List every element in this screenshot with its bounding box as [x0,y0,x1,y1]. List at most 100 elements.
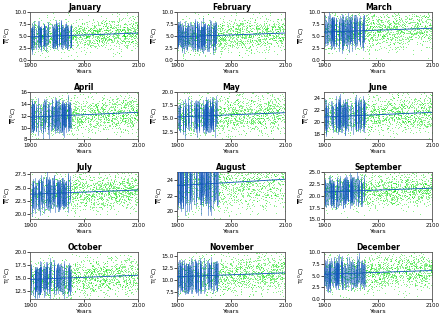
Point [176,191,183,196]
Point [404,28,411,33]
Point [57,261,64,266]
Point [29,264,36,269]
Point [389,184,396,190]
Point [356,199,363,204]
Point [328,38,335,43]
Point [328,28,335,33]
Point [361,275,368,280]
Point [339,282,346,287]
Point [335,113,343,119]
Point [354,188,362,193]
Point [369,171,376,176]
Point [80,283,87,288]
Point [222,268,229,273]
Point [356,267,363,272]
Point [215,126,222,131]
Point [326,278,333,283]
Point [418,101,425,107]
Point [68,282,75,287]
Point [31,32,38,37]
Point [206,119,213,124]
Point [412,270,419,275]
Point [320,8,328,13]
Point [226,153,233,158]
Point [350,182,357,187]
Point [279,259,286,264]
Point [363,118,370,123]
Point [68,110,75,115]
Point [38,33,45,38]
Point [419,118,427,123]
Point [415,31,422,36]
Point [74,274,81,279]
Point [381,185,389,190]
Point [104,181,111,186]
Point [62,182,69,187]
Point [195,124,202,129]
Point [225,182,232,187]
Point [127,109,134,114]
Point [419,175,427,180]
Point [361,102,368,107]
Point [361,29,368,34]
Point [177,271,184,276]
Point [210,177,217,182]
Point [329,17,336,22]
Point [211,127,218,132]
Point [176,22,183,27]
Point [85,25,92,30]
Point [250,166,257,171]
Point [270,275,277,281]
Point [106,274,113,279]
Point [398,109,405,114]
Point [383,193,390,198]
Point [179,38,186,43]
Point [352,107,359,112]
Point [95,205,103,210]
Point [328,198,335,204]
Point [222,36,229,42]
Point [240,21,247,26]
Point [219,166,226,171]
Point [210,160,217,165]
Point [226,105,233,110]
Point [269,36,276,41]
Point [419,192,427,197]
Point [403,120,410,125]
Point [376,94,383,99]
Point [359,272,366,277]
Point [373,184,380,189]
Point [85,183,92,188]
Point [71,203,78,208]
Point [247,169,254,174]
Point [35,112,42,117]
Point [100,278,107,283]
Point [329,51,336,56]
Point [30,37,37,42]
Point [252,25,259,30]
Point [366,25,373,30]
Point [183,262,190,267]
Point [80,197,87,202]
Point [188,32,195,37]
Point [271,195,278,200]
Point [179,281,186,286]
Point [218,25,225,30]
Point [427,263,434,268]
Point [83,179,90,184]
Point [217,174,224,179]
Point [207,180,214,185]
Point [80,109,87,114]
Point [276,273,283,278]
Point [186,270,193,275]
Point [386,171,393,176]
Point [248,35,255,40]
Point [321,122,328,127]
Point [410,249,417,255]
Point [91,115,98,120]
Point [351,180,358,185]
X-axis label: Years: Years [370,229,386,234]
Point [390,105,397,110]
Point [386,107,393,113]
Point [122,283,129,288]
